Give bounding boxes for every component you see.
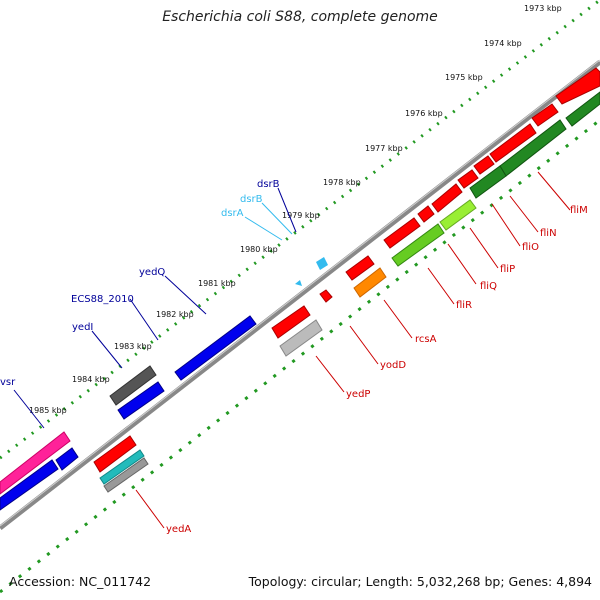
leader-line [164,275,207,315]
leader-line [491,203,521,247]
leader-line [447,243,477,285]
leader-line [349,325,379,365]
gene-feature-red[interactable] [555,67,600,105]
gene-label-dsrb-rna[interactable]: dsrB [240,194,263,205]
gene-label-yodd[interactable]: yodD [380,360,406,371]
leader-line [427,267,455,305]
gene-label-flir[interactable]: fliR [456,300,472,311]
gene-label-ecs88-2010[interactable]: ECS88_2010 [71,294,134,305]
gene-feature-red[interactable] [383,217,421,249]
tick-labels: 1973 kbp 1974 kbp 1975 kbp 1976 kbp 1977… [29,4,562,415]
forward-strand-genes [93,67,600,493]
gene-label-yedi[interactable]: yedI [72,322,93,333]
tick-label: 1981 kbp [198,279,236,288]
gene-label-fliq[interactable]: fliQ [480,281,497,292]
gene-label-rcsa[interactable]: rcsA [415,334,437,345]
gene-feature-red[interactable] [93,435,137,473]
tick-label: 1975 kbp [445,73,483,82]
gene-label-dsra[interactable]: dsrA [221,208,244,219]
page-title: Escherichia coli S88, complete genome [162,9,438,25]
gene-feature-red[interactable] [431,183,463,213]
genome-backbone [0,60,600,530]
tick-label: 1983 kbp [114,342,152,351]
gene-label-dsrb[interactable]: dsrB [257,179,280,190]
gene-feature-blue[interactable] [55,447,79,471]
gene-feature-lightgray[interactable] [279,319,323,357]
genome-stats-text: Topology: circular; Length: 5,032,268 bp… [248,574,592,589]
tick-label: 1980 kbp [240,245,278,254]
tick-label: 1982 kbp [156,310,194,319]
leader-line [469,227,499,269]
gene-feature-blue[interactable] [117,381,165,420]
inner-tick-track [0,118,600,594]
gene-label-vsr[interactable]: vsr [0,377,16,388]
gene-feature-lightgreen[interactable] [439,199,477,231]
gene-feature-gray[interactable] [109,365,157,406]
tick-label: 1974 kbp [484,39,522,48]
outer-tick-track [0,0,600,460]
gene-label-yeda[interactable]: yedA [166,524,191,535]
gene-label-flim[interactable]: fliM [570,205,588,216]
leader-line [135,489,165,529]
leader-line [261,202,293,235]
tick-label: 1978 kbp [323,178,361,187]
tick-label: 1984 kbp [72,375,110,384]
leader-lines [13,171,571,529]
gene-feature-darkgreen[interactable] [565,91,600,127]
forward-gene-labels: fliM fliN fliO fliP fliQ fliR rcsA yodD … [166,205,588,535]
tick-label: 1976 kbp [405,109,443,118]
accession-text: Accession: NC_011742 [9,574,152,589]
leader-line [509,195,539,233]
gene-feature-blue[interactable] [174,315,257,381]
genome-backbone-highlight [0,59,600,527]
leader-line [129,298,159,341]
gene-feature-red[interactable] [271,305,311,339]
leader-line [244,216,283,241]
gene-label-yedq[interactable]: yedQ [139,267,165,278]
gene-feature-orange[interactable] [353,267,387,298]
tick-label: 1977 kbp [365,144,403,153]
gene-feature-gray[interactable] [103,457,149,493]
rna-feature[interactable] [295,280,302,286]
tick-label: 1985 kbp [29,406,67,415]
gene-feature-red[interactable] [473,155,495,175]
tick-label: 1979 kbp [282,211,320,220]
gene-feature-blue[interactable] [0,459,59,511]
rna-feature[interactable] [316,257,328,270]
gene-feature-red[interactable] [457,169,479,189]
reverse-strand-genes [0,257,328,511]
gene-feature-red[interactable] [417,205,435,223]
gene-label-flip[interactable]: fliP [500,264,515,275]
gene-feature-teal[interactable] [99,449,145,485]
gene-feature-red[interactable] [489,123,537,163]
leader-line [315,355,345,393]
gene-label-yedp[interactable]: yedP [346,389,370,400]
gene-feature-pink[interactable] [0,431,71,495]
leader-line [537,171,571,211]
gene-feature-green[interactable] [391,223,445,267]
leader-line [91,330,123,369]
reverse-gene-labels: dsrB dsrB dsrA yedQ ECS88_2010 yedI vsr [0,179,280,388]
leader-line [277,187,297,233]
gene-label-flin[interactable]: fliN [540,228,557,239]
gene-feature-red[interactable] [319,289,333,303]
tick-label: 1973 kbp [524,4,562,13]
gene-feature-red[interactable] [345,255,375,281]
gene-feature-red[interactable] [531,103,559,127]
leader-line [383,299,413,339]
gene-feature-darkgreen[interactable] [469,165,507,199]
gene-label-flio[interactable]: fliO [522,242,539,253]
leader-line [13,389,45,429]
